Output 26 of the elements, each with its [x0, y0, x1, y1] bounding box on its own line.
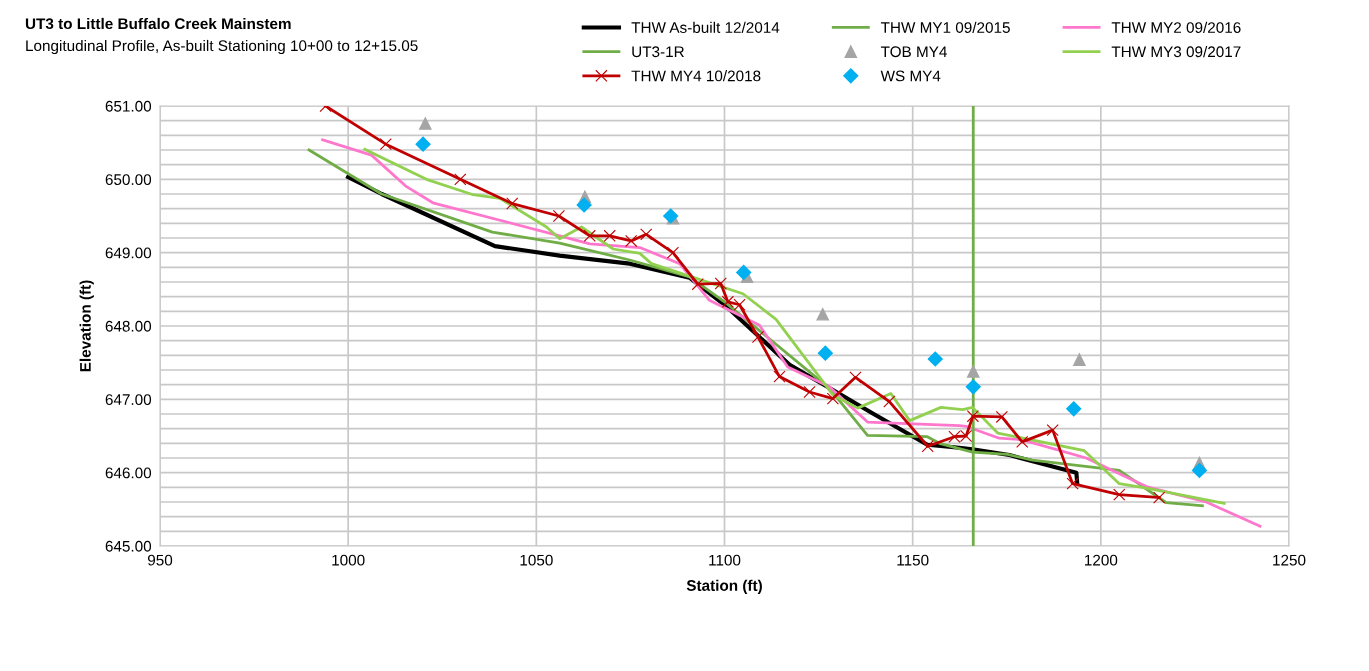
x-tick-label: 1050 — [520, 554, 553, 566]
legend-label: THW As-built 12/2014 — [631, 21, 780, 33]
legend-label: THW MY2 09/2016 — [1111, 21, 1241, 33]
legend-label: THW MY4 10/2018 — [631, 70, 761, 82]
y-tick-label: 647.00 — [105, 394, 152, 406]
legend-label: TOB MY4 — [880, 46, 947, 58]
y-tick-label: 651.00 — [105, 100, 152, 112]
legend-label: WS MY4 — [880, 70, 941, 82]
x-tick-label: 1200 — [1085, 554, 1118, 566]
x-tick-label: 1250 — [1273, 554, 1306, 566]
x-tick-label: 1150 — [897, 554, 929, 566]
chart-subtitle: Longitudinal Profile, As-built Stationing 10+00 to 12+15.05 — [26, 39, 418, 55]
y-tick-label: 650.00 — [105, 174, 152, 186]
x-tick-label: 1100 — [709, 554, 741, 566]
y-tick-label: 646.00 — [105, 467, 152, 479]
y-axis-title: Elevation (ft) — [79, 280, 94, 372]
x-axis-title: Station (ft) — [686, 579, 762, 594]
y-tick-label: 649.00 — [105, 247, 152, 259]
x-tick-label: 950 — [147, 554, 173, 566]
x-tick-label: 1000 — [332, 554, 365, 566]
y-tick-label: 645.00 — [105, 540, 152, 552]
legend-label: UT3-1R — [632, 46, 684, 58]
chart-title: UT3 to Little Buffalo Creek Mainstem — [25, 17, 291, 30]
legend-label: THW MY1 09/2015 — [880, 21, 1010, 33]
y-tick-label: 648.00 — [105, 320, 152, 332]
legend-label: THW MY3 09/2017 — [1111, 45, 1241, 58]
